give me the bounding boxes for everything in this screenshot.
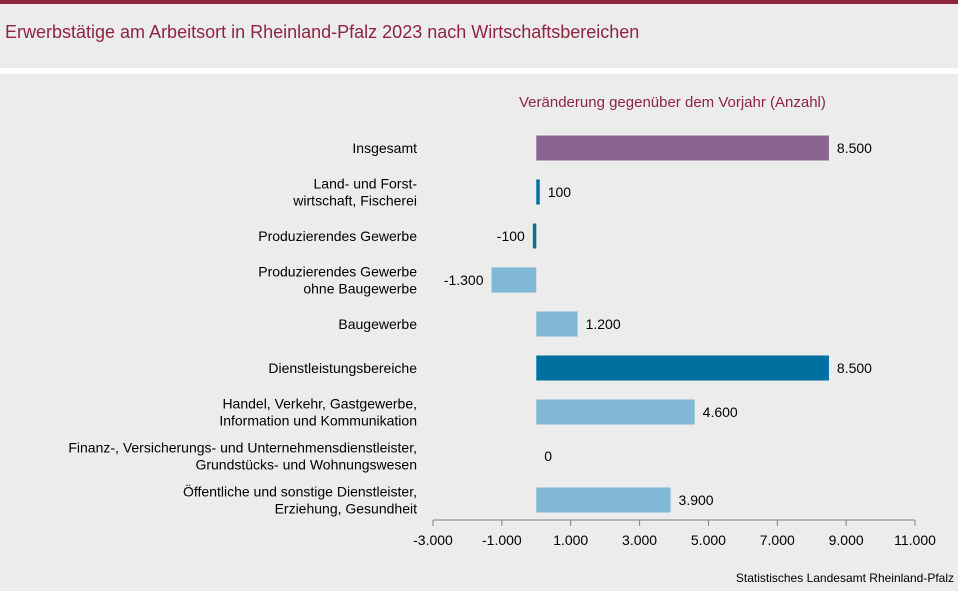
category-label: Grundstücks- und Wohnungswesen: [195, 457, 417, 473]
data-label: 4.600: [703, 404, 738, 420]
data-label: 8.500: [837, 140, 872, 156]
bar: [532, 223, 537, 249]
data-label: 100: [548, 184, 572, 200]
data-label: -1.300: [444, 272, 484, 288]
category-label: Information und Kommunikation: [219, 413, 417, 429]
x-tick-label: -1.000: [482, 532, 522, 548]
category-label: Dienstleistungsbereiche: [268, 360, 417, 376]
x-tick-label: 11.000: [894, 532, 936, 548]
top-accent-rule: [0, 0, 958, 4]
x-tick-label: 5.000: [691, 532, 726, 548]
category-label: Finanz-, Versicherungs- und Unternehmens…: [68, 440, 417, 456]
source-note: Statistisches Landesamt Rheinland-Pfalz: [735, 571, 954, 585]
chart-subtitle: Veränderung gegenüber dem Vorjahr (Anzah…: [519, 94, 826, 111]
title-separator: [0, 68, 958, 74]
category-label: Produzierendes Gewerbe: [258, 264, 417, 280]
x-tick-label: -3.000: [413, 532, 453, 548]
bar: [536, 355, 829, 381]
category-label: ohne Baugewerbe: [303, 281, 417, 297]
bar: [536, 311, 578, 337]
category-label: Insgesamt: [352, 140, 417, 156]
x-tick-label: 9.000: [829, 532, 864, 548]
category-label: Land- und Forst-: [314, 176, 418, 192]
data-label: 1.200: [586, 316, 621, 332]
data-label: 8.500: [837, 360, 872, 376]
x-tick-label: 7.000: [760, 532, 795, 548]
x-tick-label: 3.000: [622, 532, 657, 548]
bar: [536, 135, 829, 161]
category-label: Öffentliche und sonstige Dienstleister,: [183, 483, 417, 500]
bar: [536, 487, 671, 513]
category-label: wirtschaft, Fischerei: [292, 193, 417, 209]
chart-title: Erwerbstätige am Arbeitsort in Rheinland…: [5, 22, 640, 42]
x-tick-label: 1.000: [553, 532, 588, 548]
data-label: -100: [497, 228, 525, 244]
bar: [536, 399, 695, 425]
category-label: Erziehung, Gesundheit: [275, 501, 418, 517]
category-label: Produzierendes Gewerbe: [258, 228, 417, 244]
bar: [536, 179, 540, 205]
bar: [491, 267, 537, 293]
category-label: Handel, Verkehr, Gastgewerbe,: [222, 396, 417, 412]
category-label: Baugewerbe: [338, 316, 417, 332]
data-label: 0: [544, 448, 552, 464]
data-label: 3.900: [679, 492, 714, 508]
